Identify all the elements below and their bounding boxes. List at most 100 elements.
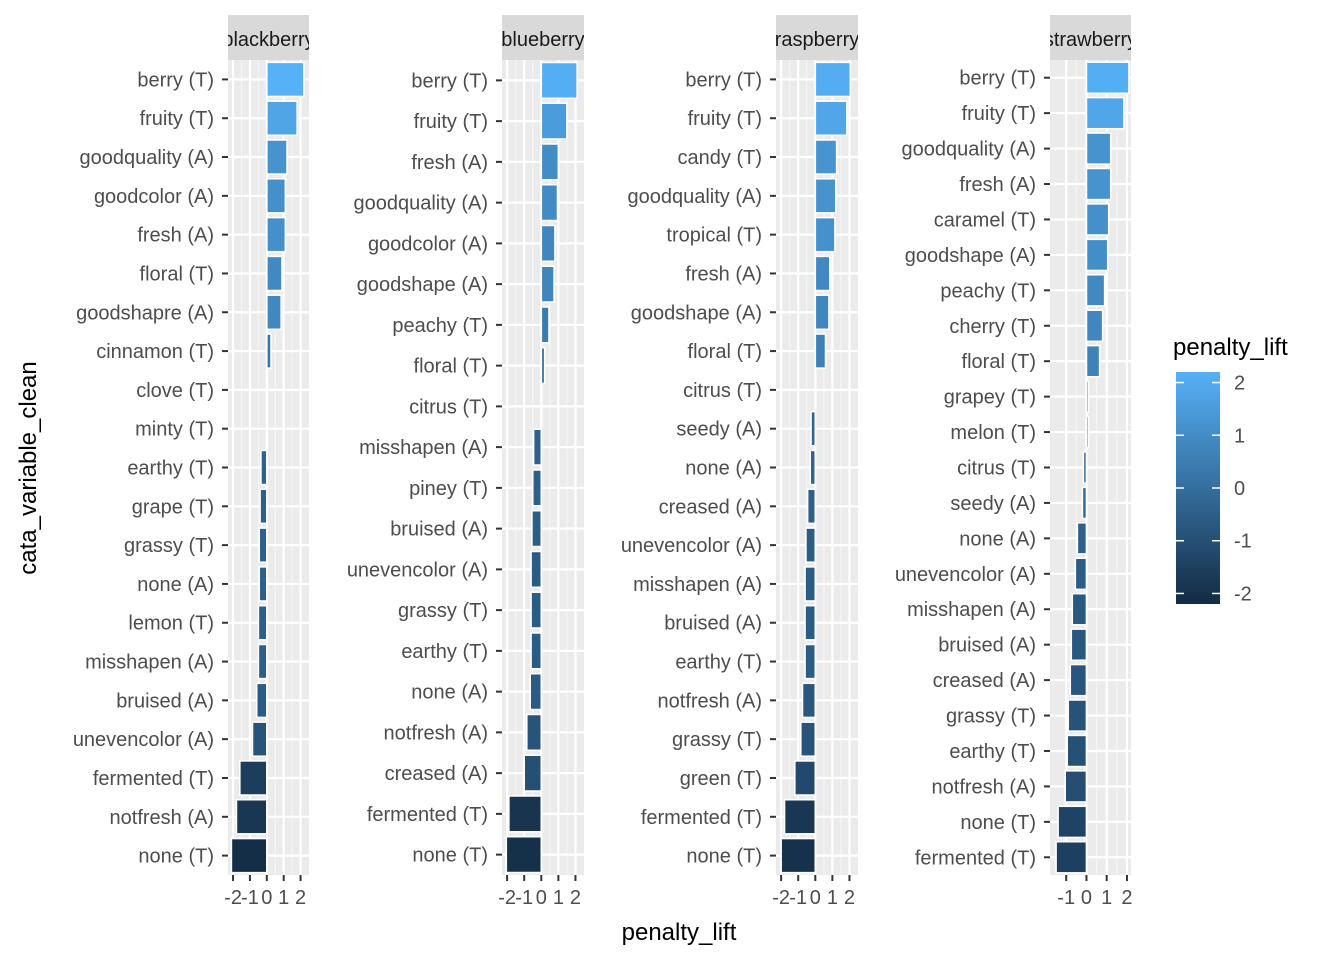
category-label: unevencolor (A) <box>347 559 488 581</box>
category-label: earthy (T) <box>127 458 214 480</box>
bar <box>799 721 817 758</box>
x-tick-label: 1 <box>1101 887 1112 909</box>
bar <box>258 566 268 602</box>
bar <box>266 410 269 447</box>
panel-blackberry: blackberry berry (T) fruity (T) goodquality… <box>73 15 314 909</box>
bar <box>523 754 543 792</box>
category-label: cinnamon (T) <box>96 341 214 363</box>
category-label: goodquality (A) <box>79 147 214 169</box>
bar <box>1066 734 1088 768</box>
category-label: berry (T) <box>959 68 1036 90</box>
bar <box>529 672 543 711</box>
category-label: creased (A) <box>933 670 1036 692</box>
category-label: unevencolor (A) <box>621 535 762 557</box>
bar <box>266 255 283 292</box>
bar <box>1069 663 1088 697</box>
category-label: fermented (T) <box>367 804 488 826</box>
panel-strawberry: strawberry berry (T) fruity (T) goodquality… <box>895 15 1137 909</box>
bar <box>1085 415 1090 449</box>
category-label: misshapen (A) <box>633 574 762 596</box>
bar <box>806 488 817 525</box>
bar <box>540 387 543 426</box>
category-label: clove (T) <box>136 380 214 402</box>
category-label: fruity (T) <box>140 108 214 130</box>
x-tick-label: 0 <box>810 887 821 909</box>
x-tick-label: 1 <box>553 887 564 909</box>
bar <box>540 346 546 385</box>
category-label: none (A) <box>959 528 1036 550</box>
bar <box>1070 628 1088 662</box>
bar <box>255 682 268 719</box>
bar <box>540 265 555 303</box>
bar <box>258 527 268 563</box>
x-tick-label: 2 <box>844 887 855 909</box>
bar <box>1081 486 1088 520</box>
bar <box>266 61 305 98</box>
x-tick-label: 0 <box>536 887 547 909</box>
category-label: goodquality (A) <box>901 139 1036 161</box>
bar <box>809 449 817 486</box>
x-tick-label: 2 <box>295 887 306 909</box>
category-label: melon (T) <box>950 422 1036 444</box>
category-label: floral (T) <box>140 263 214 285</box>
x-tick-label: -2 <box>772 887 790 909</box>
bar <box>783 798 817 835</box>
bar <box>804 604 817 641</box>
bar <box>1082 451 1088 484</box>
bar <box>540 224 556 263</box>
category-label: none (A) <box>685 458 762 480</box>
category-label: fresh (A) <box>411 152 488 174</box>
bar <box>1085 380 1090 414</box>
category-label: fresh (A) <box>685 263 762 285</box>
category-label: none (T) <box>412 845 488 867</box>
x-tick-label: -1 <box>515 887 533 909</box>
category-label: grassy (T) <box>398 600 488 622</box>
legend-ticks: 2 1 0 -1 -2 <box>1176 373 1252 605</box>
bar <box>505 835 543 874</box>
bar <box>540 61 578 100</box>
bar <box>1085 238 1109 272</box>
x-tick-label: -2 <box>224 887 242 909</box>
category-label: bruised (A) <box>390 519 488 541</box>
category-label: berry (T) <box>137 69 214 91</box>
category-label: cherry (T) <box>949 316 1036 338</box>
bar <box>251 721 268 758</box>
y-axis-title: cata_variable_clean <box>15 361 42 574</box>
bar <box>525 713 543 752</box>
bar <box>810 410 817 447</box>
bar <box>531 509 543 548</box>
bar <box>540 102 568 140</box>
category-label: goodshape (A) <box>905 245 1036 267</box>
category-label: fruity (T) <box>414 111 488 133</box>
category-label: seedy (A) <box>950 493 1036 515</box>
category-label: misshapen (A) <box>907 599 1036 621</box>
bar <box>266 177 287 214</box>
bar <box>814 255 831 292</box>
bar <box>1055 840 1088 874</box>
strip-label: strawberry <box>1044 29 1137 51</box>
category-label: peachy (T) <box>392 315 488 337</box>
category-label: earthy (T) <box>401 641 488 663</box>
category-label: grapey (T) <box>944 387 1036 409</box>
x-tick-label: -2 <box>498 887 516 909</box>
category-label: fermented (T) <box>93 768 214 790</box>
category-label: unevencolor (A) <box>895 564 1036 586</box>
strip-label: blackberry <box>222 29 314 51</box>
legend-title: penalty_lift <box>1173 334 1288 361</box>
bar <box>793 760 817 796</box>
category-label: bruised (A) <box>664 613 762 635</box>
category-label: bruised (A) <box>938 635 1036 657</box>
bar <box>804 643 817 680</box>
category-label: goodcolor (A) <box>94 186 214 208</box>
category-label: fruity (T) <box>688 108 762 130</box>
bar <box>530 632 543 670</box>
bar <box>530 591 543 629</box>
bar <box>266 139 288 175</box>
strip-background <box>776 15 858 60</box>
category-label: goodquality (A) <box>627 186 762 208</box>
category-label: fermented (T) <box>915 847 1036 869</box>
category-label: caramel (T) <box>934 209 1036 231</box>
x-tick-label: 2 <box>570 887 581 909</box>
bar <box>1071 592 1088 626</box>
